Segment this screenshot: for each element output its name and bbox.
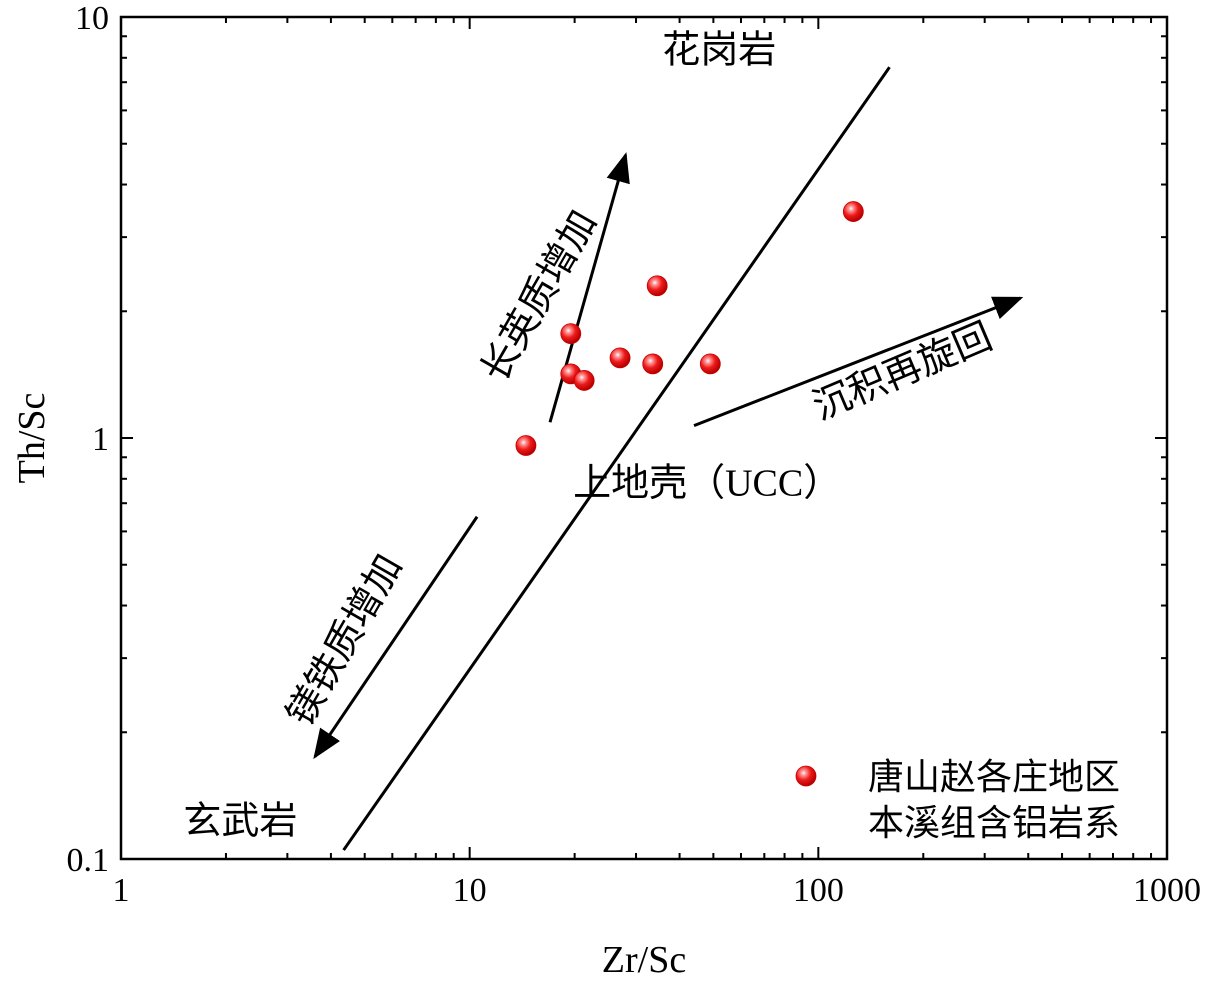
x-tick-label: 10	[453, 872, 487, 909]
mafic-label: 镁铁质增加	[279, 548, 410, 734]
ucc-trend-line	[342, 66, 891, 851]
data-point	[609, 347, 631, 369]
y-tick-label: 1	[92, 421, 109, 458]
data-point	[646, 275, 668, 297]
basalt-label: 玄武岩	[183, 800, 297, 842]
data-point	[699, 353, 721, 375]
plot-frame	[119, 15, 1169, 861]
data-point	[842, 201, 864, 222]
y-axis-title: Th/Sc	[11, 393, 53, 484]
data-point	[560, 323, 582, 345]
recycling-arrow	[693, 296, 1024, 428]
x-axis-title: Zr/Sc	[602, 939, 686, 981]
recycling-label: 沉积再旋回	[807, 316, 998, 429]
mafic-arrow	[313, 515, 479, 760]
x-tick-label: 1000	[1133, 872, 1201, 909]
x-tick-label: 100	[793, 872, 844, 909]
granite-label: 花岗岩	[662, 29, 776, 71]
data-point	[573, 370, 595, 391]
legend-marker	[795, 765, 817, 787]
ucc-label: 上地壳（UCC）	[573, 463, 841, 505]
data-point	[515, 435, 537, 456]
data-point	[642, 353, 664, 375]
y-tick-label: 10	[75, 0, 109, 37]
y-tick-label: 0.1	[67, 842, 110, 879]
x-tick-label: 1	[113, 872, 130, 909]
legend-label-line: 唐山赵各庄地区	[868, 757, 1120, 797]
legend-label-line: 本溪组含铝岩系	[868, 803, 1120, 843]
